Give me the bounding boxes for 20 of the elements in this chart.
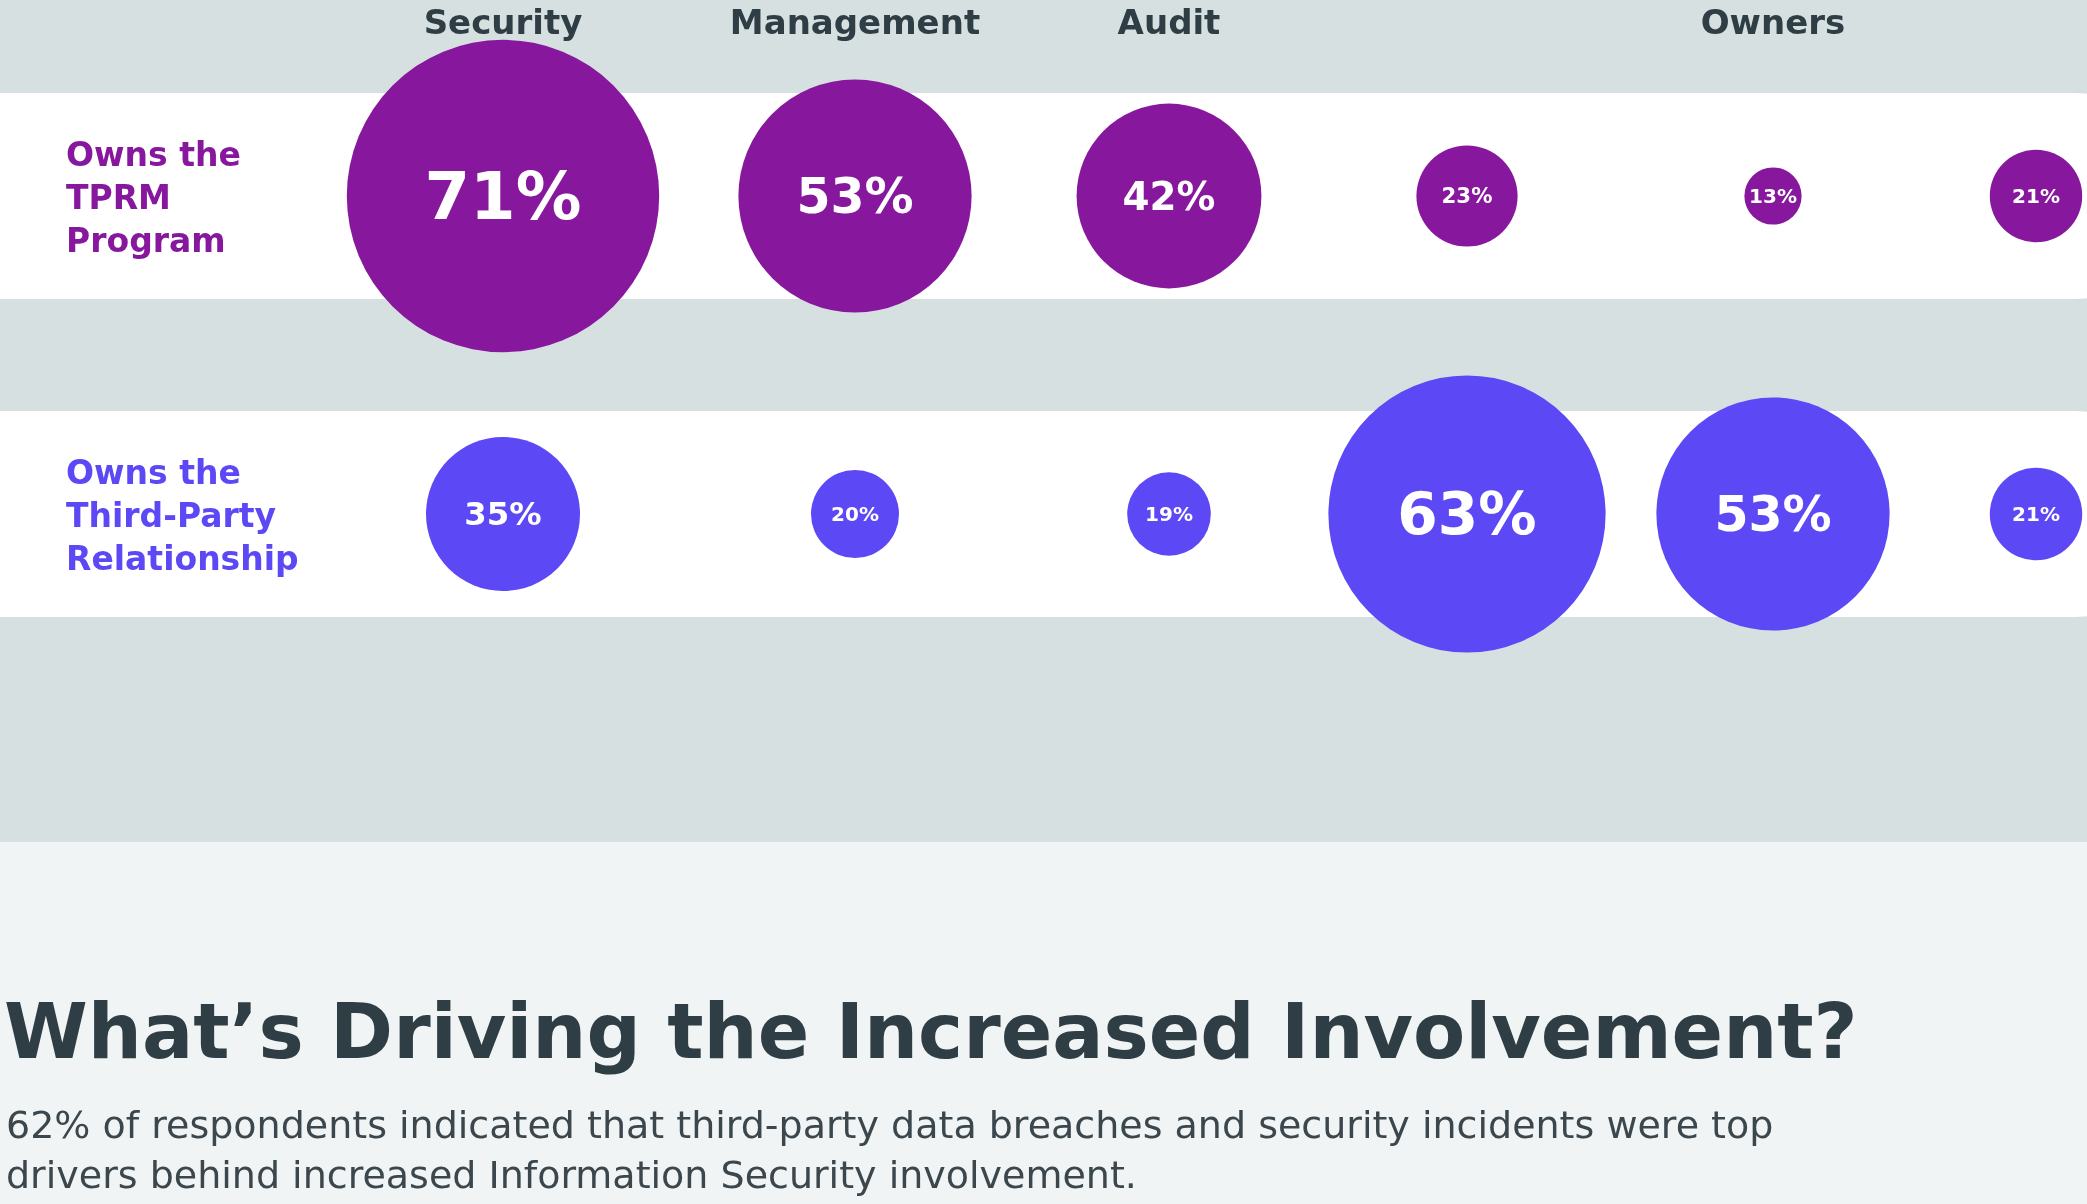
text: 62% of respondents indicated that third-party data breaches and security incidents were top drivers behind increased Information Security involvement. (6, 1103, 1774, 1197)
y-tick-label: Owns the TPRM Program (66, 135, 241, 260)
data-label: 35% (464, 495, 542, 534)
data-label: 71% (424, 157, 582, 234)
y-tick-label: Owns the Third-Party Relationship (66, 453, 299, 578)
data-label: 53% (1714, 486, 1832, 544)
x-tick-label: Security (423, 2, 583, 42)
data-label: 63% (1397, 480, 1537, 549)
data-label: 21% (2012, 502, 2060, 526)
data-label: 19% (1145, 502, 1193, 526)
text: What’s Driving the Increased Involvement? (4, 987, 1858, 1076)
data-label: 20% (831, 502, 879, 526)
data-label: 53% (796, 168, 914, 226)
data-label: 21% (2012, 184, 2060, 208)
x-tick-label: Owners (1700, 2, 1846, 42)
data-label: 23% (1441, 183, 1493, 209)
data-label: 13% (1749, 184, 1797, 208)
x-tick-label: Audit (1117, 2, 1221, 42)
x-tick-label: Management (729, 2, 981, 42)
data-label: 42% (1122, 173, 1216, 219)
